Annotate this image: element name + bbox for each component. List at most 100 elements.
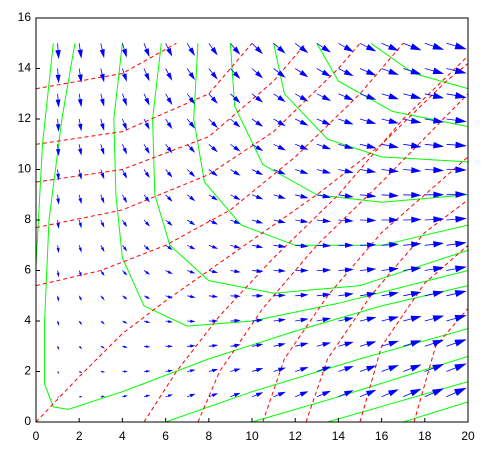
arrow bbox=[208, 244, 219, 249]
arrow bbox=[100, 295, 105, 301]
arrow bbox=[338, 292, 354, 298]
arrow bbox=[446, 387, 467, 398]
arrow bbox=[78, 169, 82, 180]
arrow bbox=[316, 243, 332, 248]
arrow bbox=[338, 390, 354, 398]
dashed-curve bbox=[413, 308, 468, 422]
arrow bbox=[56, 169, 60, 181]
arrow bbox=[403, 167, 422, 174]
arrow bbox=[295, 218, 309, 224]
arrow bbox=[251, 68, 264, 79]
solid-curve bbox=[152, 43, 468, 294]
arrow bbox=[403, 42, 422, 51]
arrow bbox=[230, 269, 241, 274]
arrow bbox=[122, 270, 128, 276]
arrow bbox=[57, 346, 60, 351]
arrow bbox=[295, 367, 309, 372]
x-tick-label: 4 bbox=[119, 429, 126, 443]
y-tick-label: 0 bbox=[24, 414, 31, 428]
arrow bbox=[122, 295, 128, 300]
arrow bbox=[186, 68, 195, 81]
arrow bbox=[78, 194, 82, 205]
arrow bbox=[446, 141, 467, 149]
arrow bbox=[187, 369, 196, 373]
arrow bbox=[56, 194, 60, 205]
arrow bbox=[403, 216, 422, 223]
arrow bbox=[359, 341, 377, 347]
arrow bbox=[403, 191, 422, 199]
arrow bbox=[251, 194, 264, 200]
arrow bbox=[165, 68, 173, 81]
x-tick-label: 12 bbox=[289, 429, 303, 443]
arrow bbox=[143, 270, 151, 275]
arrow bbox=[56, 320, 59, 326]
arrow bbox=[77, 43, 83, 59]
solid-curve bbox=[327, 381, 468, 422]
arrow bbox=[316, 143, 332, 150]
arrow bbox=[338, 242, 354, 248]
arrow bbox=[403, 388, 422, 398]
arrow bbox=[424, 290, 445, 298]
arrow bbox=[338, 267, 354, 273]
arrow bbox=[78, 144, 83, 156]
x-tick-label: 20 bbox=[461, 429, 475, 443]
arrow bbox=[273, 42, 286, 54]
arrow bbox=[230, 392, 241, 398]
arrow bbox=[338, 217, 354, 224]
arrow bbox=[165, 394, 173, 398]
arrow bbox=[143, 370, 151, 373]
arrow bbox=[316, 317, 332, 323]
arrow bbox=[316, 93, 332, 101]
dashed-curve bbox=[197, 93, 468, 422]
arrow bbox=[446, 363, 467, 372]
arrow bbox=[273, 169, 286, 175]
arrow bbox=[424, 363, 445, 372]
arrow bbox=[100, 219, 105, 228]
arrow bbox=[208, 319, 219, 323]
arrow bbox=[100, 395, 106, 398]
arrow bbox=[55, 93, 61, 108]
arrow bbox=[273, 268, 286, 273]
arrow bbox=[77, 68, 83, 83]
arrow bbox=[359, 143, 377, 149]
arrow bbox=[78, 295, 82, 302]
arrow bbox=[381, 192, 399, 199]
arrow bbox=[316, 342, 332, 348]
arrow bbox=[186, 118, 196, 129]
arrow bbox=[230, 318, 241, 323]
arrow bbox=[55, 43, 61, 60]
arrow bbox=[251, 118, 264, 127]
arrow bbox=[208, 169, 218, 177]
arrow bbox=[403, 315, 422, 322]
arrow bbox=[359, 389, 377, 398]
arrow bbox=[251, 318, 264, 323]
arrow bbox=[338, 93, 354, 101]
dashed-curve bbox=[36, 42, 177, 90]
arrow bbox=[143, 245, 151, 251]
arrow bbox=[78, 346, 83, 350]
arrow bbox=[295, 317, 309, 323]
arrow bbox=[122, 395, 128, 398]
arrow bbox=[122, 320, 128, 324]
arrow bbox=[187, 393, 196, 398]
arrow bbox=[165, 369, 173, 373]
arrow bbox=[230, 194, 241, 200]
arrow bbox=[187, 319, 196, 323]
arrow bbox=[143, 320, 151, 323]
arrow bbox=[446, 166, 467, 174]
arrow bbox=[208, 269, 219, 274]
arrow bbox=[208, 344, 219, 348]
x-tick-label: 8 bbox=[205, 429, 212, 443]
arrow bbox=[446, 314, 467, 322]
arrow bbox=[273, 118, 286, 127]
arrow bbox=[403, 364, 422, 372]
arrow bbox=[55, 118, 61, 132]
arrow bbox=[187, 244, 196, 250]
arrow bbox=[99, 93, 105, 107]
arrow bbox=[251, 343, 264, 348]
arrow bbox=[316, 390, 332, 398]
plot-area bbox=[36, 42, 468, 422]
arrow bbox=[100, 320, 105, 325]
arrow bbox=[208, 294, 219, 298]
arrow bbox=[316, 193, 332, 199]
